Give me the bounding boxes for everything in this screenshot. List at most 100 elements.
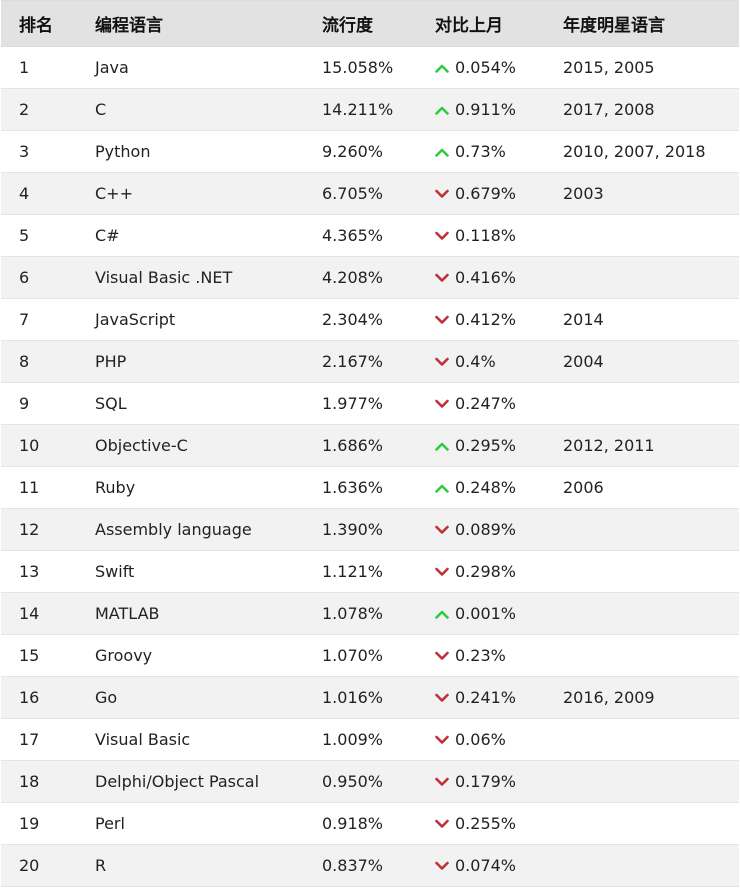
popularity-cell: 1.009% bbox=[322, 730, 384, 749]
change-value: 0.06% bbox=[455, 730, 506, 749]
popularity-cell: 1.390% bbox=[322, 520, 384, 539]
rank-cell: 9 bbox=[19, 394, 30, 413]
star-year-cell bbox=[545, 803, 739, 845]
rank-cell: 3 bbox=[19, 142, 30, 161]
language-cell: C++ bbox=[95, 184, 133, 203]
language-cell: Ruby bbox=[95, 478, 136, 497]
language-cell: C# bbox=[95, 226, 120, 245]
rank-cell: 11 bbox=[19, 478, 40, 497]
popularity-cell: 1.070% bbox=[322, 646, 384, 665]
arrow-down-icon bbox=[435, 777, 449, 787]
star-year-cell bbox=[545, 845, 739, 887]
language-cell: Objective-C bbox=[95, 436, 188, 455]
popularity-cell: 4.365% bbox=[322, 226, 384, 245]
change-cell: 0.4% bbox=[417, 341, 545, 383]
change-cell: 0.679% bbox=[417, 173, 545, 215]
change-value: 0.074% bbox=[455, 856, 517, 875]
rank-cell: 13 bbox=[19, 562, 40, 581]
popularity-cell: 9.260% bbox=[322, 142, 384, 161]
change-value: 0.089% bbox=[455, 520, 517, 539]
change-cell: 0.73% bbox=[417, 131, 545, 173]
star-year-cell: 2015, 2005 bbox=[563, 58, 655, 77]
arrow-up-icon bbox=[435, 483, 449, 493]
arrow-up-icon bbox=[435, 63, 449, 73]
header-row: 排名 编程语言 流行度 对比上月 年度明星语言 bbox=[1, 0, 739, 47]
star-year-cell bbox=[545, 593, 739, 635]
change-cell: 0.911% bbox=[417, 89, 545, 131]
rank-cell: 2 bbox=[19, 100, 30, 119]
change-cell: 0.23% bbox=[417, 635, 545, 677]
rank-cell: 18 bbox=[19, 772, 40, 791]
change-value: 0.118% bbox=[455, 226, 517, 245]
rank-cell: 15 bbox=[19, 646, 40, 665]
arrow-down-icon bbox=[435, 315, 449, 325]
star-year-cell bbox=[545, 719, 739, 761]
change-value: 0.179% bbox=[455, 772, 517, 791]
change-value: 0.295% bbox=[455, 436, 517, 455]
table-row: 18 Delphi/Object Pascal 0.950% 0.179% bbox=[1, 760, 739, 803]
language-cell: Java bbox=[95, 58, 129, 77]
rank-cell: 19 bbox=[19, 814, 40, 833]
table-row: 2 C 14.211% 0.911% 2017, 2008 bbox=[1, 88, 739, 131]
language-cell: SQL bbox=[95, 394, 127, 413]
change-cell: 0.001% bbox=[417, 593, 545, 635]
table-row: 6 Visual Basic .NET 4.208% 0.416% bbox=[1, 256, 739, 299]
language-cell: MATLAB bbox=[95, 604, 160, 623]
language-cell: JavaScript bbox=[95, 310, 176, 329]
star-year-cell bbox=[545, 761, 739, 803]
rank-cell: 14 bbox=[19, 604, 40, 623]
change-value: 0.241% bbox=[455, 688, 517, 707]
change-value: 0.248% bbox=[455, 478, 517, 497]
star-year-cell: 2003 bbox=[563, 184, 604, 203]
change-value: 0.412% bbox=[455, 310, 517, 329]
arrow-down-icon bbox=[435, 357, 449, 367]
arrow-down-icon bbox=[435, 189, 449, 199]
popularity-cell: 15.058% bbox=[322, 58, 394, 77]
table-row: 7 JavaScript 2.304% 0.412% 2014 bbox=[1, 298, 739, 341]
star-year-cell: 2017, 2008 bbox=[563, 100, 655, 119]
arrow-down-icon bbox=[435, 567, 449, 577]
change-cell: 0.412% bbox=[417, 299, 545, 341]
change-cell: 0.06% bbox=[417, 719, 545, 761]
popularity-cell: 2.304% bbox=[322, 310, 384, 329]
table-row: 10 Objective-C 1.686% 0.295% 2012, 2011 bbox=[1, 424, 739, 467]
change-cell: 0.295% bbox=[417, 425, 545, 467]
arrow-up-icon bbox=[435, 105, 449, 115]
arrow-up-icon bbox=[435, 441, 449, 451]
rank-cell: 12 bbox=[19, 520, 40, 539]
change-cell: 0.255% bbox=[417, 803, 545, 845]
table-row: 5 C# 4.365% 0.118% bbox=[1, 214, 739, 257]
arrow-up-icon bbox=[435, 609, 449, 619]
table-row: 15 Groovy 1.070% 0.23% bbox=[1, 634, 739, 677]
arrow-up-icon bbox=[435, 147, 449, 157]
table-row: 11 Ruby 1.636% 0.248% 2006 bbox=[1, 466, 739, 509]
star-year-cell bbox=[545, 551, 739, 593]
language-cell: Go bbox=[95, 688, 118, 707]
change-cell: 0.247% bbox=[417, 383, 545, 425]
popularity-cell: 4.208% bbox=[322, 268, 384, 287]
popularity-cell: 0.950% bbox=[322, 772, 384, 791]
language-cell: Python bbox=[95, 142, 151, 161]
rank-cell: 16 bbox=[19, 688, 40, 707]
table-row: 17 Visual Basic 1.009% 0.06% bbox=[1, 718, 739, 761]
star-year-cell bbox=[545, 383, 739, 425]
arrow-down-icon bbox=[435, 399, 449, 409]
language-cell: Visual Basic .NET bbox=[95, 268, 233, 287]
star-year-cell: 2014 bbox=[563, 310, 604, 329]
language-cell: R bbox=[95, 856, 107, 875]
header-language: 编程语言 bbox=[77, 0, 304, 47]
table-row: 13 Swift 1.121% 0.298% bbox=[1, 550, 739, 593]
change-cell: 0.089% bbox=[417, 509, 545, 551]
language-cell: Perl bbox=[95, 814, 125, 833]
table-row: 4 C++ 6.705% 0.679% 2003 bbox=[1, 172, 739, 215]
popularity-cell: 14.211% bbox=[322, 100, 394, 119]
table-row: 1 Java 15.058% 0.054% 2015, 2005 bbox=[1, 46, 739, 89]
language-cell: PHP bbox=[95, 352, 127, 371]
change-value: 0.247% bbox=[455, 394, 517, 413]
change-value: 0.23% bbox=[455, 646, 506, 665]
change-value: 0.679% bbox=[455, 184, 517, 203]
change-value: 0.73% bbox=[455, 142, 506, 161]
star-year-cell: 2016, 2009 bbox=[563, 688, 655, 707]
change-cell: 0.298% bbox=[417, 551, 545, 593]
